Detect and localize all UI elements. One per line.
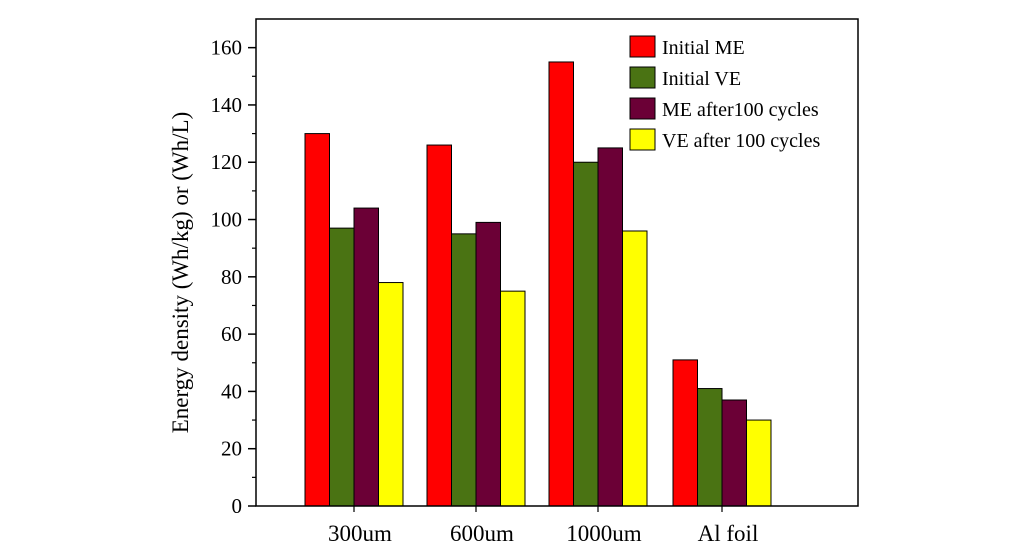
legend-swatch [629,128,656,151]
bar [378,282,404,507]
bar [597,147,623,507]
legend-label: Initial VE [662,68,741,90]
bar [697,388,723,507]
bar [475,221,501,507]
legend-label: VE after 100 cycles [662,130,820,152]
legend: Initial ME Initial VE ME after100 cycles VE… [629,35,820,152]
y-tick-label: 120 [211,150,243,174]
y-tick-label: 140 [211,93,243,117]
bar [329,227,355,507]
bars-layer [304,61,772,507]
legend-label: Initial ME [662,37,745,59]
x-tick-label: 300um [328,521,392,546]
y-tick-label: 100 [211,208,243,232]
x-axis: 300um 600um 1000um Al foil [328,506,758,546]
x-tick-label: Al foil [698,521,759,546]
legend-swatch [629,66,656,89]
legend-swatch [629,35,656,58]
y-tick-label: 160 [211,36,243,60]
bar [426,144,452,507]
y-tick-label: 60 [221,322,242,346]
bar [672,359,698,507]
x-tick-label: 1000um [566,521,642,546]
bar [573,161,599,507]
bar [746,419,772,507]
bar [721,399,747,507]
y-axis-title: Energy density (Wh/kg) or (Wh/L) [168,112,193,433]
plot-frame [255,18,859,507]
bar [304,133,330,507]
x-tick-label: 600um [450,521,514,546]
y-tick-label: 20 [221,437,242,461]
y-tick-label: 0 [232,494,243,518]
y-tick-label: 80 [221,265,242,289]
bar [622,230,648,507]
bar [353,207,379,507]
y-axis: 0 20 40 60 80 100 120 140 160 [211,36,256,518]
y-tick-label: 40 [221,379,242,403]
legend-label: ME after100 cycles [662,99,819,121]
bar [500,290,526,507]
bar [451,233,477,507]
legend-swatch [629,97,656,120]
bar [548,61,574,507]
